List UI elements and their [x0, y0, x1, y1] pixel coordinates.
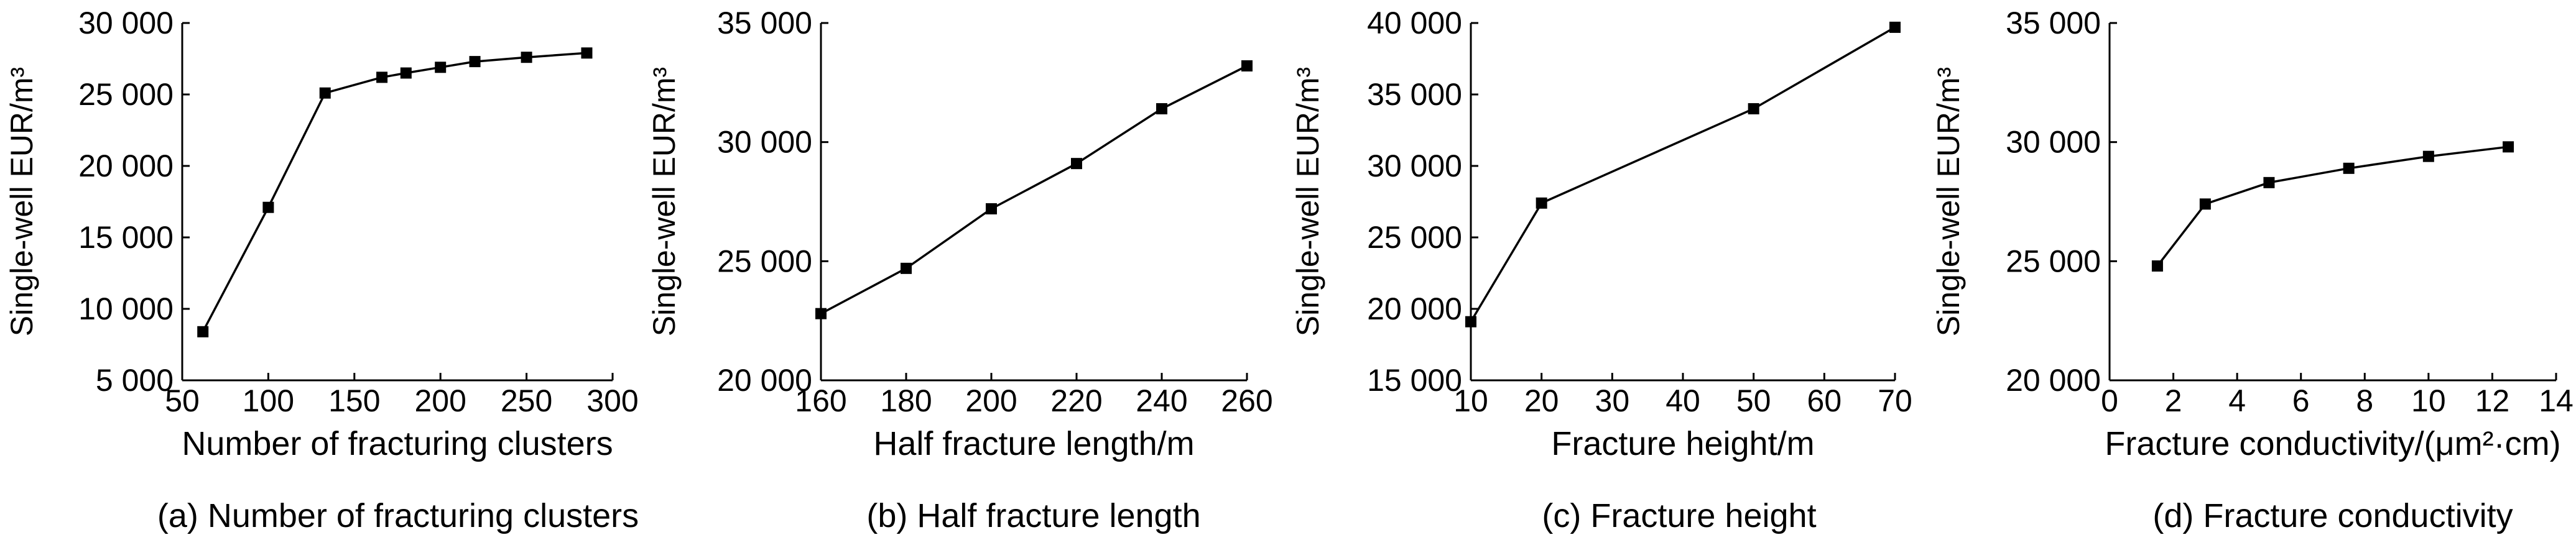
y-tick-label: 20 000	[1367, 291, 1462, 326]
x-tick-label: 30	[1595, 383, 1630, 418]
y-tick-label: 30 000	[1367, 149, 1462, 183]
chart-0: 50 100 150 200 250 300 5 000 10 000 15 000 20 000…	[4, 6, 639, 534]
data-point	[1889, 21, 1901, 33]
y-tick-label: 20 000	[717, 363, 812, 398]
y-tick-label: 30 000	[2006, 125, 2101, 160]
x-tick-label: 200	[414, 383, 466, 418]
chart-1: 160 180 200 220 240 260 20 000 25 000 30 000 35 0…	[647, 6, 1273, 534]
y-tick-label: 25 000	[1367, 220, 1462, 255]
y-tick-label: 40 000	[1367, 6, 1462, 40]
data-point	[2199, 198, 2211, 210]
x-tick-label: 0	[2101, 383, 2118, 418]
data-point	[1536, 197, 1547, 209]
x-tick-label: 10	[1453, 383, 1488, 418]
x-tick-label: 150	[328, 383, 380, 418]
y-tick-label: 35 000	[2006, 6, 2101, 40]
data-point	[1241, 60, 1253, 71]
y-tick-label: 5 000	[96, 363, 174, 398]
data-point	[1071, 158, 1082, 170]
data-point	[1748, 103, 1759, 114]
data-point	[435, 62, 447, 73]
x-tick-label: 160	[795, 383, 846, 418]
data-point	[376, 71, 388, 83]
y-tick-label: 15 000	[78, 220, 174, 255]
data-point	[197, 326, 209, 337]
y-tick-label: 25 000	[78, 77, 174, 112]
x-axis-label: Fracture conductivity/(μm²·cm)	[2105, 425, 2560, 462]
x-tick-label: 50	[1736, 383, 1771, 418]
x-axis-label: Number of fracturing clusters	[182, 425, 613, 462]
y-tick-label: 35 000	[717, 6, 812, 40]
y-tick-label: 35 000	[1367, 77, 1462, 112]
y-tick-label: 30 000	[78, 6, 174, 40]
x-tick-label: 60	[1807, 383, 1842, 418]
x-tick-label: 300	[586, 383, 638, 418]
x-tick-label: 70	[1878, 383, 1912, 418]
data-point	[1156, 103, 1167, 114]
y-tick-label: 15 000	[1367, 363, 1462, 398]
y-tick-label: 25 000	[2006, 244, 2101, 278]
y-axis-label: Single-well EUR/m³	[1290, 67, 1325, 336]
series-line	[2156, 145, 2509, 267]
x-tick-label: 260	[1221, 383, 1272, 418]
x-tick-label: 40	[1666, 383, 1700, 418]
data-point	[469, 56, 481, 68]
x-tick-label: 4	[2228, 383, 2246, 418]
x-tick-label: 20	[1524, 383, 1559, 418]
data-point	[262, 201, 274, 213]
y-tick-label: 20 000	[2006, 363, 2101, 398]
x-tick-label: 240	[1136, 383, 1187, 418]
y-axis-label: Single-well EUR/m³	[4, 67, 39, 336]
x-axis-label: Fracture height/m	[1551, 425, 1814, 462]
x-tick-label: 8	[2356, 383, 2373, 418]
data-point	[400, 67, 412, 79]
subfigure-caption: (d) Fracture conductivity	[2152, 497, 2513, 534]
data-point	[1465, 316, 1476, 327]
x-tick-label: 6	[2292, 383, 2310, 418]
x-tick-label: 10	[2411, 383, 2446, 418]
series-line	[820, 65, 1248, 315]
x-tick-label: 14	[2539, 383, 2574, 418]
data-point	[319, 87, 331, 99]
x-tick-label: 50	[165, 383, 200, 418]
y-axis-label: Single-well EUR/m³	[647, 67, 682, 336]
subfigure-caption: (b) Half fracture length	[866, 497, 1200, 534]
x-tick-label: 250	[501, 383, 552, 418]
data-point	[815, 308, 827, 319]
data-point	[2503, 141, 2514, 153]
data-point	[521, 52, 532, 63]
data-point	[2151, 260, 2163, 272]
y-tick-label: 30 000	[717, 125, 812, 160]
subfigure-caption: (a) Number of fracturing clusters	[157, 497, 639, 534]
data-point	[581, 47, 593, 59]
subfigure-caption: (c) Fracture height	[1542, 497, 1816, 534]
x-tick-label: 100	[243, 383, 294, 418]
data-point	[2343, 162, 2355, 174]
data-point	[901, 262, 912, 274]
x-tick-label: 220	[1050, 383, 1102, 418]
x-tick-label: 2	[2165, 383, 2182, 418]
y-tick-label: 25 000	[717, 244, 812, 278]
data-point	[986, 203, 997, 214]
x-tick-label: 180	[880, 383, 932, 418]
chart-2: 10 20 30 40 50 60 70 15 000 20 000 25 000 30 000 35…	[1290, 6, 1912, 534]
series-line	[1470, 26, 1896, 323]
data-point	[2422, 150, 2434, 162]
data-point	[2263, 176, 2275, 188]
y-axis-label: Single-well EUR/m³	[1931, 67, 1966, 336]
x-tick-label: 12	[2475, 383, 2510, 418]
series-line	[202, 52, 587, 332]
x-axis-label: Half fracture length/m	[873, 425, 1194, 462]
y-tick-label: 20 000	[78, 149, 174, 183]
chart-3: 0 2 4 6 8 10 12 14 20 000 25 000 30 000 35 000 Singl…	[1931, 6, 2574, 534]
x-tick-label: 200	[965, 383, 1017, 418]
y-tick-label: 10 000	[78, 291, 174, 326]
